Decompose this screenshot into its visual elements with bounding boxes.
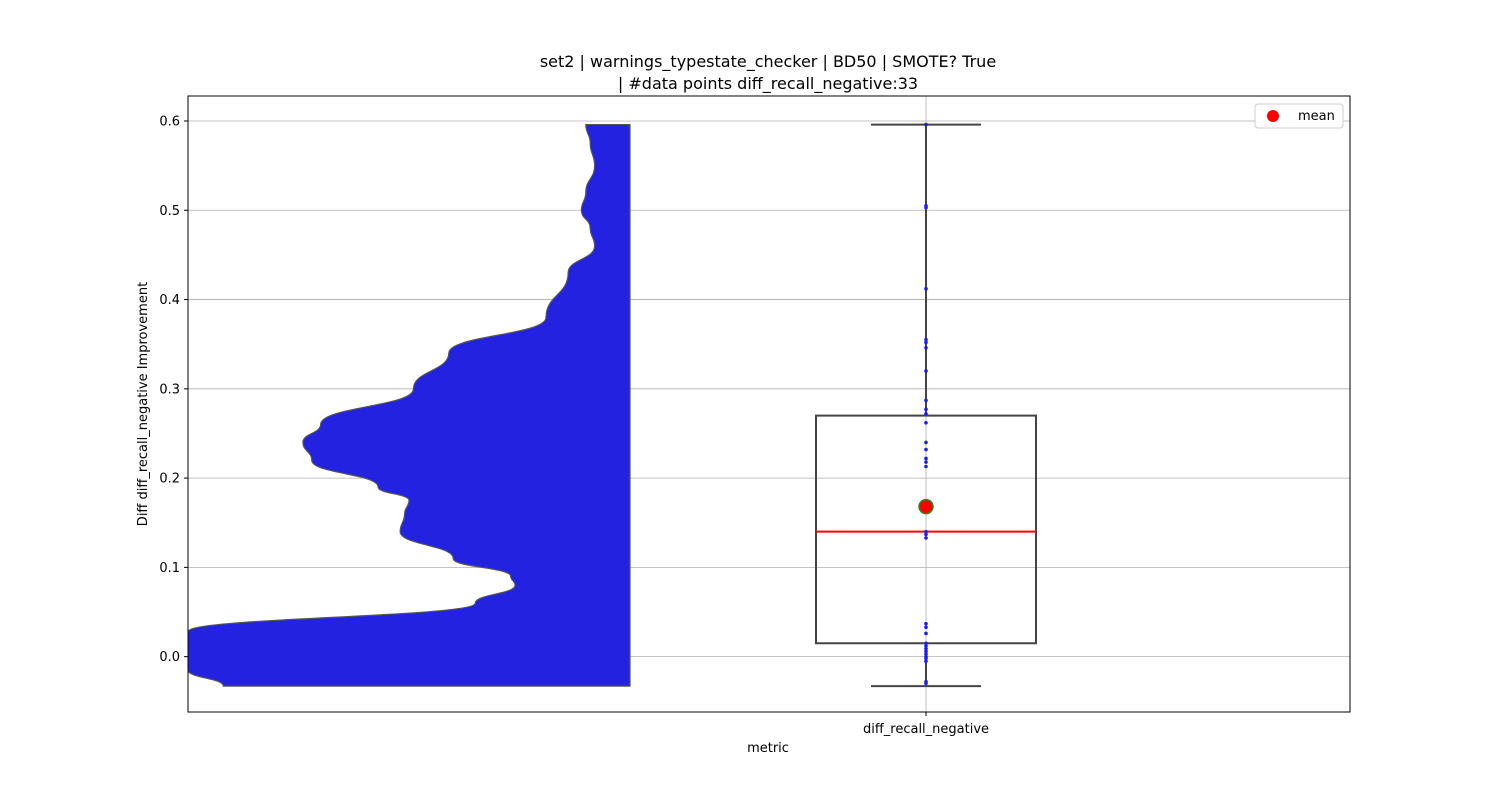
legend-label-mean: mean [1298, 109, 1335, 124]
data-point [924, 337, 928, 342]
mean-marker [918, 498, 934, 515]
legend: mean [1254, 103, 1344, 129]
chart-title-line2: | #data points diff_recall_negative:33 [618, 74, 918, 94]
y-tick-label: 0.6 [159, 114, 180, 129]
chart-title-line1: set2 | warnings_typestate_checker | BD50… [540, 52, 996, 72]
axes-layer: 0.0 0.1 0.2 0.3 0.4 0.5 0.6 diff_recall_negativ… [159, 95, 1351, 737]
data-point [924, 641, 928, 646]
data-point [924, 456, 928, 461]
data-point [924, 345, 928, 350]
data-point [924, 649, 928, 654]
y-tick-label: 0.0 [159, 650, 180, 665]
data-point [924, 644, 928, 648]
x-axis-label: metric [747, 741, 789, 756]
y-tick-label: 0.1 [159, 561, 180, 576]
data-point [924, 654, 928, 659]
data-point [924, 464, 928, 469]
data-point [924, 204, 928, 208]
data-point [924, 536, 928, 540]
legend-frame [1254, 103, 1344, 129]
data-point [924, 631, 928, 636]
data-point [924, 340, 928, 345]
data-point [924, 420, 928, 425]
data-point [924, 460, 928, 464]
data-point [924, 287, 928, 291]
y-tick-label: 0.5 [159, 204, 180, 219]
data-point [924, 621, 928, 626]
axes-frame [187, 95, 1351, 713]
data-point [924, 532, 928, 537]
data-point [924, 447, 928, 452]
y-tick-label: 0.2 [159, 472, 180, 487]
y-tick-label: 0.4 [159, 293, 180, 308]
y-axis-label: Diff diff_recall_negative Improvement [136, 282, 151, 526]
legend-mean-marker [1267, 110, 1279, 122]
data-point [924, 625, 928, 629]
data-point [924, 679, 928, 684]
data-point [924, 398, 928, 403]
points-layer [918, 122, 934, 686]
data-point [924, 440, 928, 445]
data-point [924, 646, 928, 651]
violin-body [188, 123, 631, 687]
data-point [924, 659, 928, 663]
data-point [924, 122, 928, 127]
violin-layer [188, 123, 631, 687]
data-point [924, 369, 928, 373]
y-tick-label: 0.3 [159, 382, 180, 397]
x-tick-label: diff_recall_negative [863, 722, 989, 737]
data-point [924, 529, 928, 534]
data-point [924, 652, 928, 656]
data-point [924, 412, 928, 416]
data-point [924, 407, 928, 412]
